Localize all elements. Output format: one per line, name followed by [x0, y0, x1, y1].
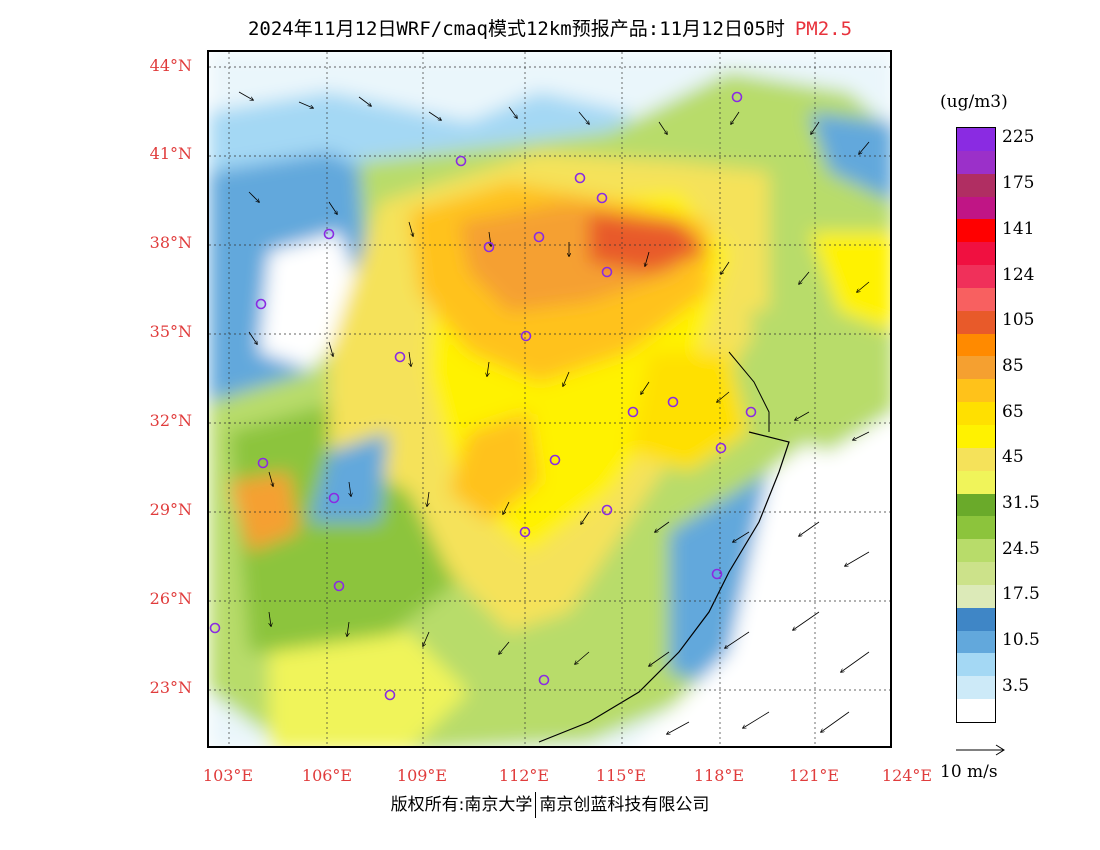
color-bar-label: 175	[1002, 173, 1035, 194]
lat-label-29: 29°N	[149, 500, 192, 519]
lat-label-41: 41°N	[149, 144, 192, 163]
lon-label-106: 106°E	[301, 766, 353, 785]
color-bar-segment	[957, 516, 995, 540]
lat-label-35: 35°N	[149, 322, 192, 341]
copyright-separator	[535, 792, 537, 818]
color-bar-label: 141	[1002, 218, 1035, 239]
lon-label-118: 118°E	[693, 766, 745, 785]
map-canvas	[209, 52, 890, 746]
color-bar-segment	[957, 402, 995, 426]
copyright: 版权所有:南京大学 南京创蓝科技有限公司	[0, 790, 1100, 818]
legend-unit: (ug/m3)	[940, 92, 1008, 112]
color-bar-segment	[957, 630, 995, 654]
color-bar-segment	[957, 196, 995, 220]
lat-label-44: 44°N	[149, 56, 192, 75]
lon-label-124: 124°E	[881, 766, 933, 785]
copyright-left: 版权所有:南京大学	[390, 795, 533, 815]
lon-label-115: 115°E	[595, 766, 647, 785]
wind-reference-label: 10 m/s	[940, 762, 998, 782]
color-bar-label: 85	[1002, 355, 1024, 376]
color-bar-segment	[957, 584, 995, 608]
color-bar-segment	[957, 333, 995, 357]
color-bar-label: 105	[1002, 310, 1035, 331]
color-bar-label: 10.5	[1002, 630, 1040, 651]
color-bar-segment	[957, 310, 995, 334]
color-bar-segment	[957, 447, 995, 471]
color-bar-label: 17.5	[1002, 584, 1040, 605]
color-bar-label: 124	[1002, 264, 1035, 285]
species-label: PM2.5	[794, 18, 853, 40]
color-bar-segment	[957, 356, 995, 380]
color-bar-segment	[957, 287, 995, 311]
wind-vectors	[238, 91, 870, 734]
color-bar-segment	[957, 699, 995, 723]
color-bar-segment	[957, 539, 995, 563]
lat-label-38: 38°N	[149, 233, 192, 252]
coastline-north	[728, 351, 770, 432]
title-main: 2024年11月12日WRF/cmaq模式12km预报产品:11月12日05时	[247, 18, 785, 40]
lon-label-103: 103°E	[202, 766, 254, 785]
lon-label-109: 109°E	[396, 766, 448, 785]
color-bar-label: 3.5	[1002, 675, 1030, 696]
color-bar-segment	[957, 173, 995, 197]
color-bar-segment	[957, 265, 995, 289]
color-bar-segment	[957, 219, 995, 243]
color-bar-label: 225	[1002, 127, 1035, 148]
copyright-right: 南京创蓝科技有限公司	[539, 795, 710, 815]
color-bar-label: 31.5	[1002, 492, 1040, 513]
color-bar-segment	[957, 379, 995, 403]
color-bar-segment	[957, 425, 995, 448]
coastline	[538, 431, 790, 743]
concentration-field	[209, 52, 890, 746]
lat-label-23: 23°N	[149, 678, 192, 697]
color-bar-segment	[957, 562, 995, 586]
map-title: 2024年11月12日WRF/cmaq模式12km预报产品:11月12日05时 P…	[0, 14, 1100, 41]
color-bar-segment	[957, 607, 995, 631]
color-bar-label: 65	[1002, 401, 1024, 422]
lat-label-32: 32°N	[149, 411, 192, 430]
color-bar-segment	[957, 653, 995, 677]
graticule	[209, 52, 890, 746]
color-bar-segment	[957, 242, 995, 266]
color-bar-segment	[957, 128, 995, 151]
color-bar-segment	[957, 470, 995, 494]
lon-label-112: 112°E	[498, 766, 550, 785]
color-bar-segment	[957, 150, 995, 174]
color-bar-segment	[957, 676, 995, 700]
lat-label-26: 26°N	[149, 589, 192, 608]
color-bar-label: 45	[1002, 447, 1024, 468]
station-markers	[209, 91, 757, 701]
lon-label-121: 121°E	[788, 766, 840, 785]
color-bar-label: 24.5	[1002, 538, 1040, 559]
color-bar	[956, 127, 996, 723]
wind-reference-arrow-icon	[956, 744, 1005, 756]
pm25-concentration-map[interactable]	[207, 50, 892, 748]
color-bar-segment	[957, 493, 995, 517]
